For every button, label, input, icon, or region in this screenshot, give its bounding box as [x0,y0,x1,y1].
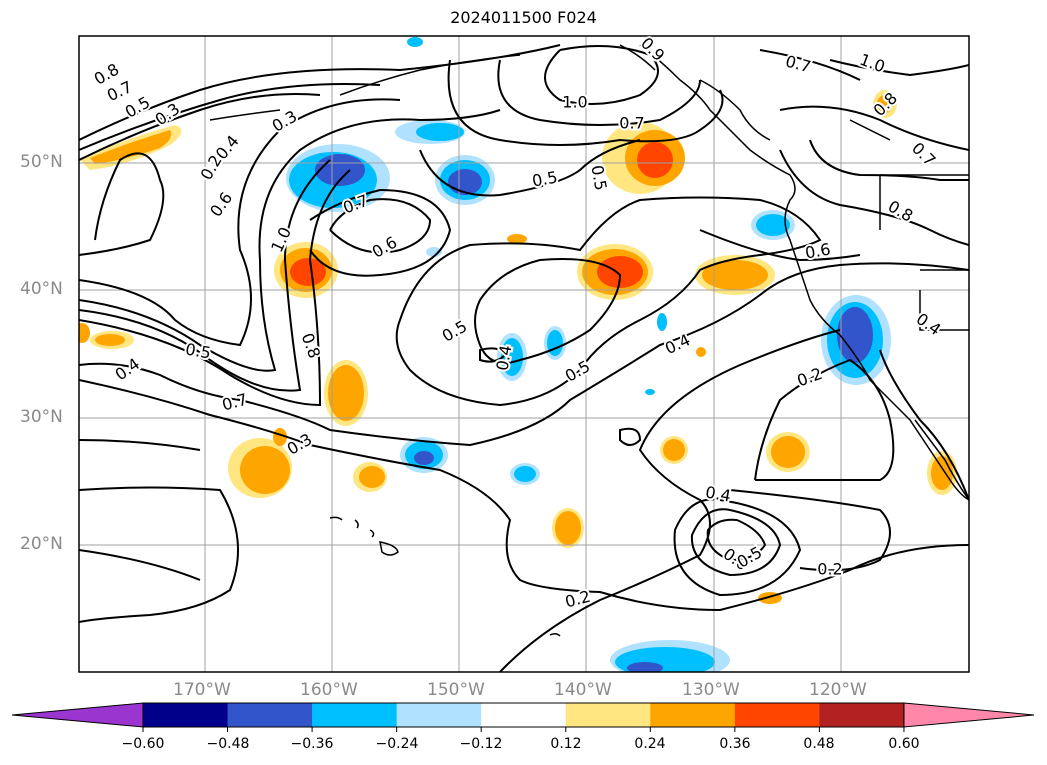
contour-label: 0.9 [637,34,668,65]
colorbar-tick-label: 0.36 [719,736,751,752]
colorbar-segment [481,703,567,727]
contour-label: 0.4 [913,309,945,339]
contour-label: 0.2 [794,364,824,391]
colorbar-segment [650,703,736,727]
lon-label-160w: 160°W [300,680,358,700]
gridlines [79,36,969,672]
contour-label: 1.0 [857,50,887,77]
lon-label-130w: 130°W [682,680,740,700]
lon-label-150w: 150°W [427,680,485,700]
colorbar-segment [819,703,905,727]
contour-label: 1.0 [562,93,587,112]
lat-label-20n: 20°N [20,534,63,554]
contour-label: 0.6 [369,233,401,262]
contour-label: 0.8 [298,330,325,360]
contour-label: 0.8 [870,89,901,120]
colorbar-tick-label: −0.12 [459,736,503,752]
colorbar-outline [142,702,905,728]
contour-label: 0.2 [817,560,842,579]
contour-label: 0.5 [439,317,471,346]
map-title: 2024011500 F024 [450,8,597,27]
contour-label: 0.7 [619,114,644,133]
lat-label-30n: 30°N [20,407,63,427]
contour-label: 0.3 [152,99,184,129]
colorbar-tick-label: −0.60 [121,736,165,752]
colorbar-tick-label: 0.48 [803,736,835,752]
colorbar-tick-label: −0.24 [375,736,419,752]
colorbar [11,702,1035,732]
colorbar-segment [227,703,313,727]
colorbar-segment [143,703,229,727]
colorbar-tick-label: −0.48 [206,736,250,752]
contour-label: 0.6 [206,189,236,221]
colorbar-segment [734,703,820,727]
contour-label: 0.4 [704,482,732,505]
contour-label: 0.7 [784,52,814,77]
contour-label: 0.5 [587,164,610,192]
positive-anomaly-shading [79,90,957,604]
colorbar-tick-label: 0.60 [888,736,920,752]
colorbar-tick-label: 0.24 [634,736,666,752]
coastlines [209,44,969,637]
contour-labels: 0.80.70.50.3 0.30.20.40.61.00.70.61.00.70… [89,32,947,614]
lon-label-120w: 120°W [809,680,867,700]
lon-label-170w: 170°W [173,680,231,700]
lat-label-50n: 50°N [20,152,63,172]
contour-label: 0.7 [220,390,250,415]
colorbar-tick-label: −0.36 [290,736,334,752]
colorbar-extend-low [11,702,144,728]
colorbar-segment [565,703,651,727]
contour-label: 0.5 [184,339,212,362]
colorbar-segment [396,703,482,727]
lon-label-140w: 140°W [554,680,612,700]
colorbar-extend-high [903,702,1035,728]
lat-label-40n: 40°N [20,279,63,299]
colorbar-segment [312,703,398,727]
colorbar-tick-label: 0.12 [550,736,582,752]
contour-label: 0.5 [531,167,559,190]
negative-anomaly-shading [286,37,891,672]
contour-label: 0.4 [112,354,144,384]
contour-label: 0.7 [908,139,939,170]
